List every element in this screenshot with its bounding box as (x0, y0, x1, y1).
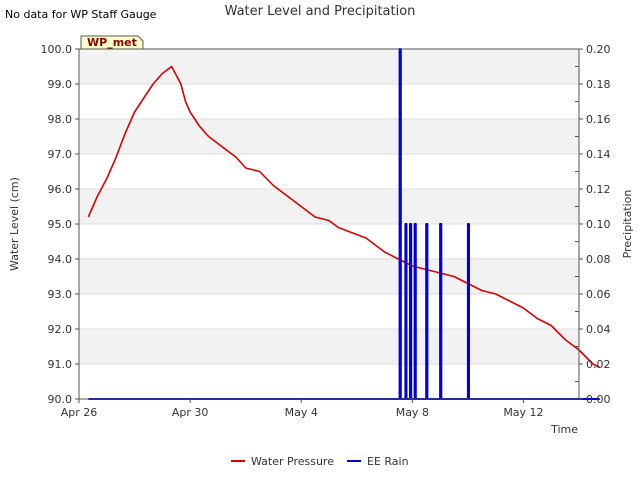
x-tick-label: May 4 (285, 406, 318, 419)
y-tick-label: 92.0 (48, 323, 73, 336)
y-tick-label: 97.0 (48, 148, 73, 161)
y2-tick-label: 0.12 (586, 183, 611, 196)
right-axis-ticks: 0.00 0.02 0.04 0.06 0.08 0.10 0.12 0.14 0.16 0.18… (575, 43, 611, 406)
left-axis-ticks: 90.0 91.0 92.0 93.0 94.0 95.0 96.0 97.0 98.0 99.0… (41, 43, 79, 406)
no-data-note: No data for WP Staff Gauge (5, 8, 157, 21)
y2-tick-label: 0.20 (586, 43, 611, 56)
legend: Water Pressure EE Rain (231, 455, 409, 468)
series-water-pressure (87, 65, 601, 369)
grid-band (79, 329, 579, 364)
y-tick-label: 94.0 (48, 253, 73, 266)
y2-tick-label: 0.00 (586, 393, 611, 406)
y2-tick-label: 0.10 (586, 218, 611, 231)
y-tick-label: 95.0 (48, 218, 73, 231)
y-tick-label: 99.0 (48, 78, 73, 91)
grid-band (79, 259, 579, 294)
legend-label-ee-rain: EE Rain (367, 455, 409, 468)
grid-band (79, 119, 579, 154)
x-tick-label: May 12 (503, 406, 543, 419)
y2-tick-label: 0.04 (586, 323, 611, 336)
y2-tick-label: 0.02 (586, 358, 611, 371)
y2-tick-label: 0.06 (586, 288, 611, 301)
x-tick-label: Apr 30 (172, 406, 209, 419)
grid-band (79, 49, 579, 84)
y-axis-label: Water Level (cm) (8, 177, 21, 271)
y2-tick-label: 0.14 (586, 148, 611, 161)
grid-bands (79, 48, 579, 365)
y2-tick-label: 0.08 (586, 253, 611, 266)
x-tick-label: Apr 26 (61, 406, 98, 419)
legend-label-water-pressure: Water Pressure (251, 455, 334, 468)
y-tick-label: 91.0 (48, 358, 73, 371)
station-badge-label: WP_met (87, 36, 137, 49)
station-badge: WP_met (80, 35, 144, 50)
y-tick-label: 96.0 (48, 183, 73, 196)
chart-title: Water Level and Precipitation (225, 4, 416, 19)
y-tick-label: 90.0 (48, 393, 73, 406)
y-tick-label: 93.0 (48, 288, 73, 301)
x-tick-label: May 8 (396, 406, 429, 419)
y-tick-label: 100.0 (41, 43, 73, 56)
y2-axis-label: Precipitation (621, 190, 634, 259)
grid-band (79, 189, 579, 224)
x-axis-label: Time (550, 423, 578, 436)
y2-tick-label: 0.18 (586, 78, 611, 91)
y-tick-label: 98.0 (48, 113, 73, 126)
x-axis-ticks: Apr 26 Apr 30 May 4 May 8 May 12 (61, 399, 544, 419)
y2-tick-label: 0.16 (586, 113, 611, 126)
